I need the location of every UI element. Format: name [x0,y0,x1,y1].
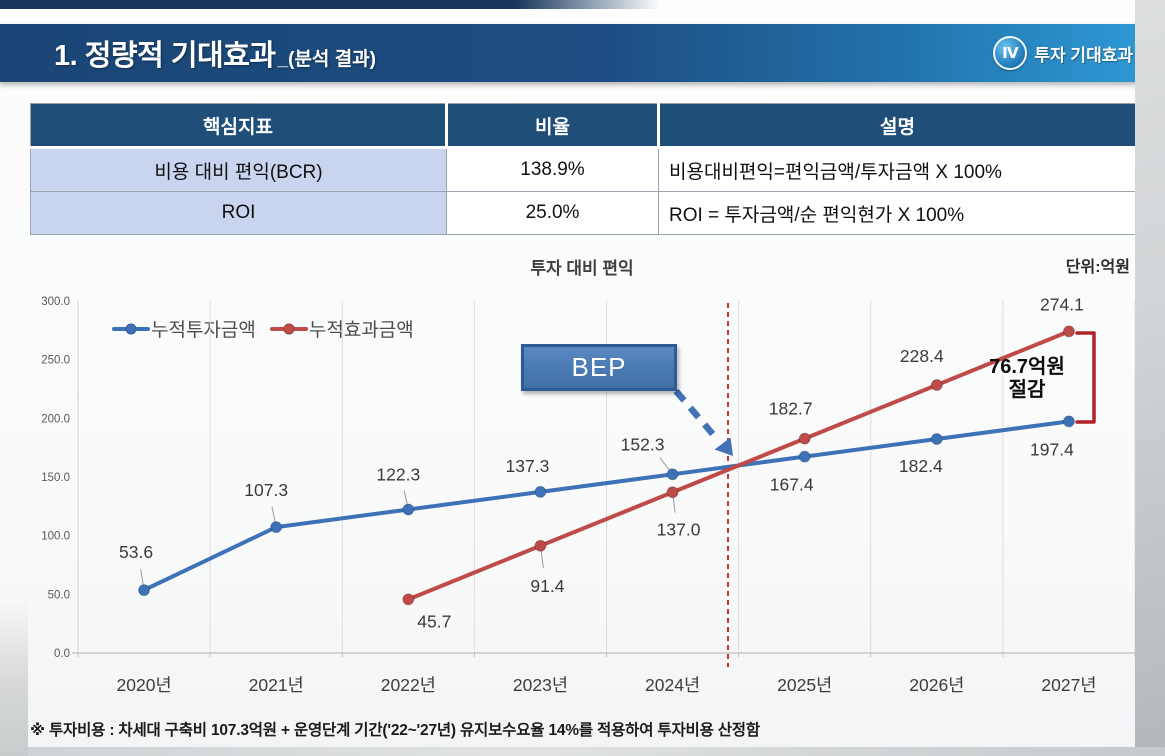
data-label: 45.7 [417,611,451,631]
indicator-cell: ROI [30,191,447,235]
line-chart: 0.0 50.0 100.0 150.0 200.0 250.0 300.0 2020년 202… [41,294,1136,695]
bep-arrow-icon [673,388,733,456]
slide-edge-right [1135,0,1165,756]
y-tick-label: 200.0 [41,413,70,425]
table-row: 비용 대비 편익(BCR) 138.9% 비용대비편익=편익금액/투자금액 X … [30,147,1136,192]
data-point [1062,325,1075,338]
x-tick-label: 2023년 [513,675,568,695]
x-tick-label: 2025년 [777,675,832,695]
data-label: 122.3 [376,465,420,485]
y-tick-label: 300.0 [41,296,70,308]
chart-legend: 누적투자금액 누적효과금액 [112,315,414,342]
data-point [138,584,151,597]
ratio-cell: 138.9% [446,147,659,192]
data-label: 137.3 [506,456,550,476]
series-line-0 [143,419,1070,592]
section-badge-label: 투자 기대효과 [1034,45,1133,65]
x-tick-label: 2022년 [381,675,436,695]
unit-label: 단위:억원 [1065,259,1130,276]
x-tick-label: 2024년 [645,675,700,695]
y-tick-label: 0.0 [54,648,70,660]
y-tick-label: 50.0 [48,589,70,601]
kpi-table-header-row: 핵심지표 비율 설명 [30,103,1136,149]
title-banner: 1. 정량적 기대효과 _(분석 결과) Ⅳ 투자 기대효과 [0,24,1165,82]
series-line-1 [407,329,1070,602]
y-tick-label: 150.0 [41,472,70,484]
data-point [1062,415,1075,428]
column-header-ratio: 비율 [445,103,659,149]
y-tick-label: 100.0 [41,531,70,543]
x-tick-label: 2020년 [117,675,172,695]
page-title-main: 1. 정량적 기대효과 [54,40,276,72]
savings-amount: 76.7억원 [989,356,1065,378]
savings-word: 절감 [1008,379,1046,401]
data-point [666,468,679,481]
data-label: 182.7 [769,399,813,419]
data-label: 182.4 [899,456,943,476]
legend-item-effect: 누적효과금액 [269,315,414,342]
kpi-table: 핵심지표 비율 설명 비용 대비 편익(BCR) 138.9% 비용대비편익=편… [30,103,1136,235]
data-point [534,539,547,552]
line-marker-icon [112,323,150,334]
data-point [798,432,811,445]
data-label: 137.0 [657,519,701,539]
data-label: 107.3 [244,480,288,500]
bep-callout: BEP [521,344,677,391]
data-point [930,432,943,445]
data-label: 152.3 [621,434,665,454]
description-cell: 비용대비편익=편익금액/투자금액 X 100% [658,147,1136,192]
savings-annotation: 76.7억원 절감 [973,356,1081,402]
x-tick-label: 2026년 [909,675,964,695]
ratio-cell: 25.0% [446,191,659,235]
description-cell: ROI = 투자금액/순 편익현가 X 100% [658,191,1136,235]
data-label: 197.4 [1030,439,1074,459]
data-label: 274.1 [1040,294,1084,314]
x-tick-label: 2027년 [1041,675,1096,695]
page-title-sub: _(분석 결과) [277,49,376,70]
data-point [534,485,547,498]
table-row: ROI 25.0% ROI = 투자금액/순 편익현가 X 100% [30,191,1136,235]
line-marker-icon [269,323,308,334]
data-label: 53.6 [119,542,153,562]
chart-title: 투자 대비 편익 [530,259,634,278]
section-badge: Ⅳ 투자 기대효과 [993,24,1133,82]
data-point [270,521,283,534]
slide-edge-bottom [0,747,1165,756]
data-point [930,379,943,392]
page-title: 1. 정량적 기대효과 _(분석 결과) [54,32,376,74]
column-header-indicator: 핵심지표 [30,103,447,149]
marker-dot-icon [283,323,295,334]
data-label: 167.4 [770,475,814,495]
data-point [402,503,415,516]
indicator-cell: 비용 대비 편익(BCR) [30,147,447,192]
legend-item-investment: 누적투자금액 [112,315,256,342]
section-number-icon: Ⅳ [993,36,1028,70]
legend-label: 누적투자금액 [151,320,256,341]
savings-bracket [1075,331,1096,424]
legend-label: 누적효과금액 [308,320,414,341]
data-point [402,593,415,606]
data-label: 228.4 [900,346,944,366]
footnote: ※ 투자비용 : 차세대 구축비 107.3억원 + 운영단계 기간('22~'… [30,722,760,739]
data-point [666,486,679,499]
x-tick-label: 2021년 [249,675,304,695]
marker-dot-icon [125,323,137,334]
y-tick-label: 250.0 [41,355,70,367]
slide-edge-left [0,600,28,756]
data-point [798,450,811,463]
top-accent-strip [0,0,660,9]
data-label: 91.4 [530,576,564,596]
column-header-description: 설명 [657,103,1136,149]
